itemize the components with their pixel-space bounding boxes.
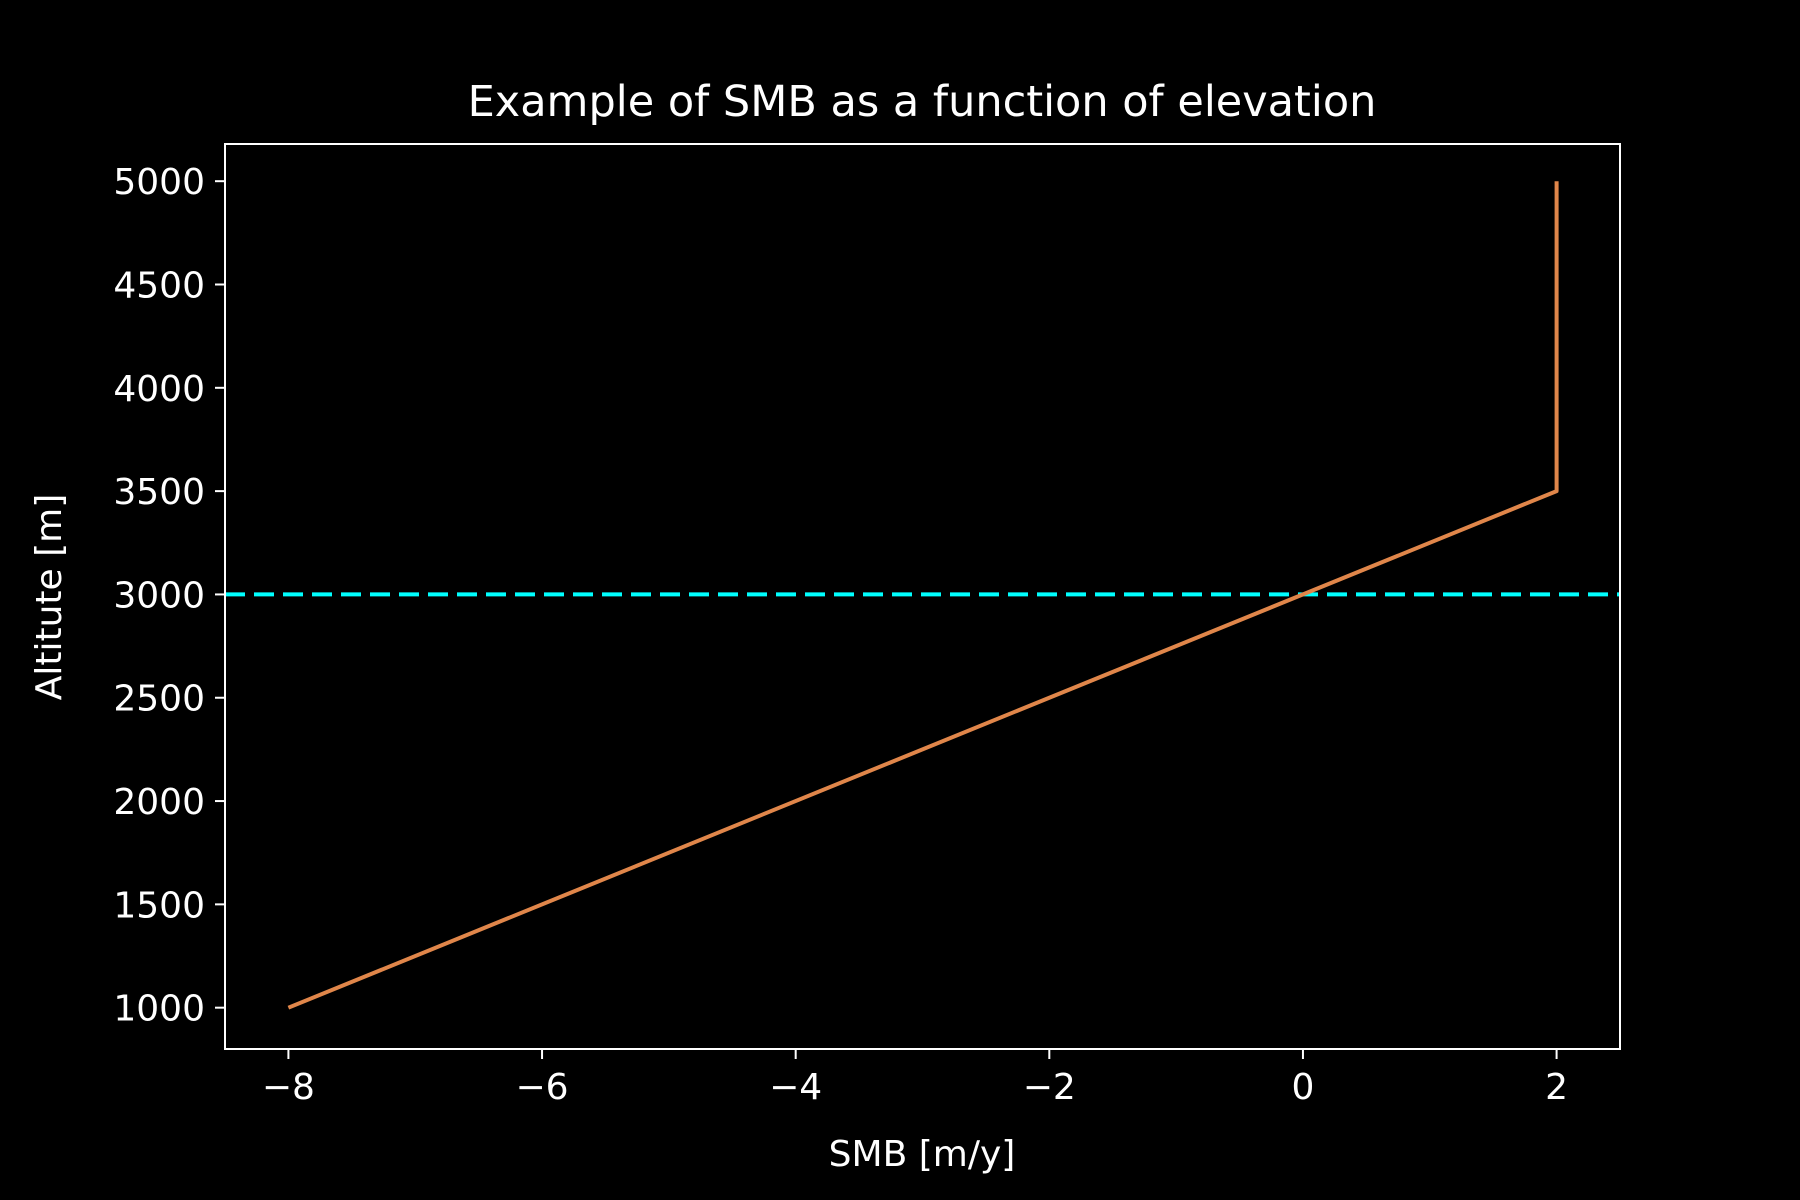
x-tick-label: −2: [1023, 1067, 1076, 1108]
y-axis-ticks: 1000 1500 2000 2500 3000 3500 4000 4500 5000: [113, 162, 225, 1030]
x-tick-label: 2: [1545, 1067, 1568, 1108]
x-tick-label: −6: [516, 1067, 569, 1108]
chart-title: Example of SMB as a function of elevatio…: [468, 77, 1377, 127]
y-tick-label: 1500: [113, 885, 205, 926]
y-tick-label: 4500: [113, 266, 205, 307]
plot-layer: [225, 181, 1620, 1010]
x-tick-label: −8: [262, 1067, 315, 1108]
x-axis-ticks: −8 −6 −4 −2 0 2: [262, 1049, 1568, 1108]
y-tick-label: 1000: [113, 989, 205, 1030]
y-tick-label: 3500: [113, 472, 205, 513]
series-line-0: [287, 181, 1559, 1010]
x-axis-title: SMB [m/y]: [829, 1134, 1016, 1175]
y-tick-label: 4000: [113, 369, 205, 410]
y-tick-label: 3000: [113, 575, 205, 616]
y-tick-label: 2000: [113, 782, 205, 823]
y-axis-title: Altitute [m]: [29, 494, 70, 701]
y-tick-label: 5000: [113, 162, 205, 203]
plot-frame: [224, 143, 1621, 1050]
y-tick-label: 2500: [113, 679, 205, 720]
x-tick-label: 0: [1292, 1067, 1315, 1108]
x-tick-label: −4: [769, 1067, 822, 1108]
